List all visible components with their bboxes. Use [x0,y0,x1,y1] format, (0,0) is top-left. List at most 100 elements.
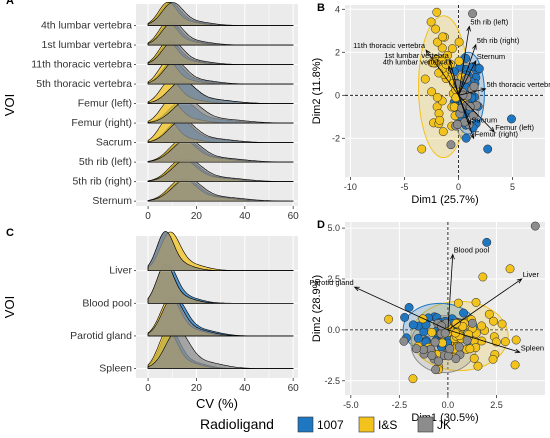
tick-label-x: 0 [145,383,151,394]
legend-title: Radioligand [200,416,274,432]
point-I&S [477,321,487,331]
arrow-head [450,253,455,260]
tick-label-y: 0 [335,90,340,100]
loading-arrow [425,49,459,96]
loading-label: 5th thoracic vertebra [487,80,550,89]
tick-label-x: 0 [145,211,151,222]
point-I&S [471,297,481,307]
point-1007 [482,237,492,247]
axis-label-y: VOI [2,296,17,318]
density-JK [147,100,294,124]
point-JK [434,356,444,366]
point-I&S [417,144,427,154]
tick-label-y: Femur (left) [78,98,132,110]
loading-label: Sacrum [471,115,497,124]
tick-label-x: 60 [288,383,300,394]
tick-label-y: 5.0 [327,223,340,233]
density-JK [147,139,294,163]
point-JK [399,336,409,346]
tick-label-y: Liver [109,265,132,277]
tick-label-x: 20 [191,211,203,222]
density-JK [147,2,294,26]
point-I&S [454,37,464,47]
arrow-head [514,348,521,354]
point-JK [468,111,478,121]
tick-label-x: 60 [288,211,300,222]
tick-label-y: 11th thoracic vertebra [31,59,132,71]
panel-letter: C [6,227,14,239]
point-1007 [413,333,423,343]
tick-label-y: Femur (right) [71,117,132,129]
point-I&S [408,374,418,384]
point-JK [465,102,475,112]
loading-label: Femur (left) [495,123,534,132]
point-JK [451,354,461,364]
tick-label-y: Sternum [92,195,132,207]
point-JK [431,365,441,375]
point-1007 [400,312,410,322]
tick-label-y: Blood pool [82,297,132,309]
tick-label-x: -10 [344,182,357,192]
point-I&S [420,74,430,84]
point-1007 [459,308,468,318]
point-JK [454,342,464,352]
tick-label-y: Sacrum [96,137,132,149]
panel-letter: D [317,219,325,231]
point-JK [530,221,540,231]
tick-label-y: Parotid gland [70,330,132,342]
point-I&S [505,264,515,274]
point-JK [469,81,479,91]
loading-arrow [458,44,477,96]
point-I&S [511,335,521,345]
tick-label-x: -2.5 [392,400,408,410]
legend-swatch-JK [417,416,434,433]
loading-arrow [447,254,454,330]
point-I&S [469,353,479,363]
tick-label-x: 0 [456,182,461,192]
point-I&S [443,50,453,60]
legend-label: I&S [378,418,397,432]
tick-label-x: -5.0 [343,400,359,410]
tick-label-y: 4 [335,4,340,14]
legend-swatch-1007 [297,416,314,433]
tick-label-y: 5th rib (left) [79,156,132,168]
arrow-head [448,58,454,65]
loading-arrow [354,286,449,331]
tick-label-x: 20 [191,383,203,394]
tick-label-y: -2 [332,133,340,143]
point-I&S [432,7,442,17]
point-I&S [473,361,483,371]
point-I&S [429,58,439,68]
point-JK [462,335,472,345]
point-I&S [418,314,428,324]
point-JK [427,350,437,360]
loading-arrow [458,95,475,139]
panel-letter: A [6,0,14,7]
point-1007 [483,144,493,154]
loading-label: 1st lumbar vertebra [384,51,449,60]
loading-arrow [447,329,520,353]
arrow-head [448,65,453,72]
point-I&S [427,327,437,337]
loading-label: 11th thoracic vertebra [353,41,426,50]
point-I&S [510,360,520,370]
loading-label: 5th rib (left) [470,18,508,27]
point-I&S [500,337,510,347]
point-1007 [474,64,484,74]
tick-label-y: 2.5 [327,274,340,284]
loading-label: Femur (right) [475,129,519,138]
tick-label-y: 5th thoracic vertebra [36,78,132,90]
loading-label: 4th lumbar vertebra [383,57,449,66]
arrow-head [471,59,477,66]
loading-arrow [458,88,486,96]
tick-label-x: 2.5 [490,400,503,410]
legend-label: 1007 [317,418,344,432]
point-I&S [432,92,442,102]
point-I&S [488,354,498,364]
axis-label-x: Dim1 (25.7%) [411,194,478,206]
tick-label-y: 1st lumbar vertebra [42,39,133,51]
tick-label-y: 0.0 [327,325,340,335]
density-JK [147,178,294,202]
point-JK [411,344,421,354]
